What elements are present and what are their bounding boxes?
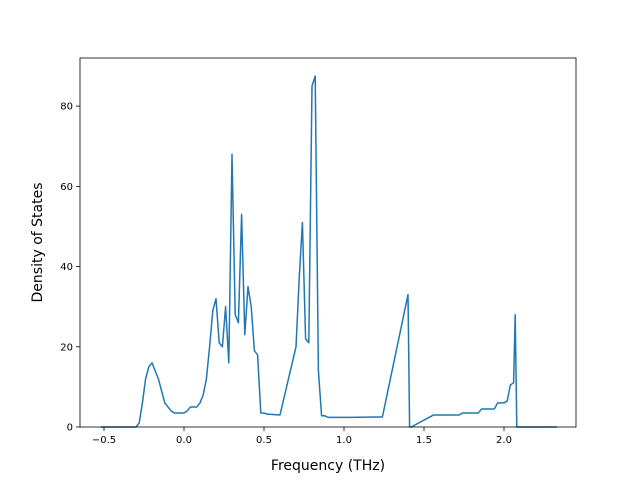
x-tick-label: 0.5 [256, 435, 272, 446]
y-tick-label: 40 [60, 262, 73, 273]
plot-area [100, 75, 557, 428]
x-tick-label: 1.5 [416, 435, 432, 446]
y-tick-label: 60 [60, 182, 73, 193]
y-tick-label: 0 [67, 423, 73, 434]
x-tick-label: 1.0 [336, 435, 352, 446]
y-tick-label: 80 [60, 102, 73, 113]
x-tick-label: −0.5 [92, 435, 116, 446]
x-axis: −0.5 0.0 0.5 1.0 1.5 2.0 [92, 427, 512, 446]
x-tick-label: 2.0 [496, 435, 512, 446]
x-axis-label: Frequency (THz) [271, 458, 385, 474]
y-axis: 0 20 40 60 80 [60, 102, 80, 434]
axes-frame [79, 57, 577, 428]
series-line [100, 75, 557, 428]
y-tick-label: 20 [60, 342, 73, 353]
y-axis-label: Density of States [30, 183, 46, 303]
x-tick-label: 0.0 [176, 435, 192, 446]
